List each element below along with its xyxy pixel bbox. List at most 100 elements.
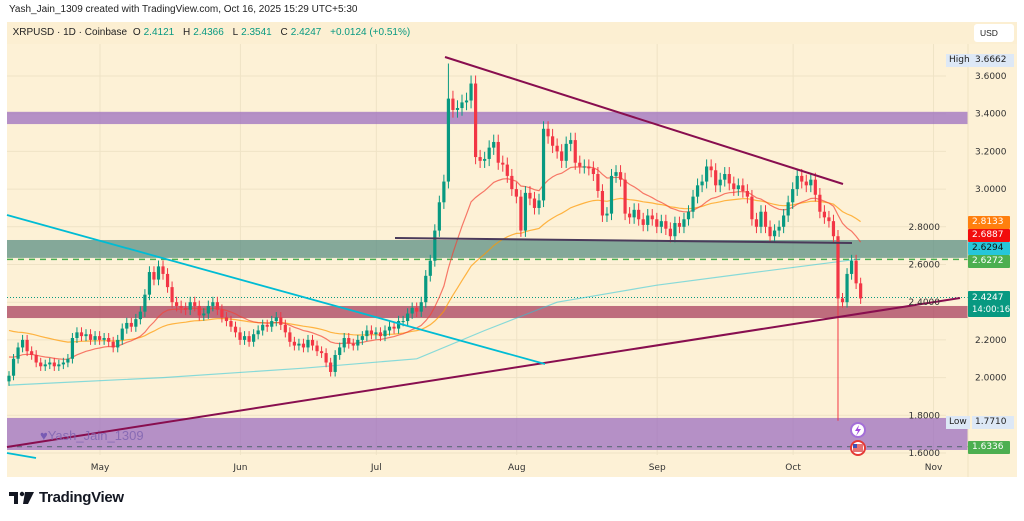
candle (319, 346, 324, 358)
candle-body (265, 324, 269, 327)
candle (52, 357, 56, 371)
candle-body (147, 272, 152, 295)
candle-body (369, 330, 373, 335)
candle-body (555, 145, 559, 152)
price-tick-label: 2.2000 (975, 336, 1007, 346)
candle-body (646, 215, 650, 225)
candle-body (750, 196, 754, 220)
candle (70, 333, 75, 364)
candle (804, 174, 808, 193)
tradingview-logo[interactable]: TradingView (9, 489, 124, 506)
candle (569, 132, 573, 152)
candle (351, 338, 355, 351)
candle-body (57, 364, 61, 367)
candle (618, 165, 623, 187)
candle-body (777, 226, 781, 231)
candle (791, 182, 795, 209)
candle (419, 296, 423, 317)
ascending-support-trendline[interactable] (6, 297, 961, 448)
candle (324, 348, 328, 368)
candle (120, 323, 124, 345)
candle (57, 359, 61, 371)
candle-body (378, 332, 383, 337)
candle (840, 292, 845, 308)
candle-body (170, 287, 174, 303)
candle-body (818, 194, 822, 212)
candle-body (301, 343, 306, 348)
ema-slow-line (8, 197, 861, 343)
candle (478, 149, 482, 168)
candle-body (401, 321, 405, 323)
high-label: H (182, 27, 191, 38)
candle (288, 327, 292, 347)
candle (786, 195, 790, 222)
candle (519, 189, 523, 237)
ema-slow-price-tag: 2.8133 (968, 216, 1010, 229)
candle (822, 205, 826, 224)
candle-body (20, 339, 25, 348)
candle-body (578, 162, 582, 167)
candle-body (247, 336, 251, 342)
close-label: C (280, 27, 288, 38)
symbol-name[interactable]: XRPUSD · 1D · Coinbase (12, 27, 128, 38)
candle-body (455, 108, 460, 110)
candle (138, 306, 142, 325)
candle (564, 136, 568, 168)
time-axis[interactable]: May Jun Jul Aug Sep Oct Nov (91, 463, 943, 473)
candle-body (156, 266, 161, 280)
candle (134, 313, 138, 332)
candle (772, 224, 777, 243)
candle (102, 333, 106, 345)
candle-body (383, 330, 387, 337)
candle-body (233, 326, 238, 333)
ma-long-price-tag: 2.6294 (968, 242, 1010, 255)
candle (165, 268, 170, 293)
price-tick-label: 2.8000 (909, 223, 941, 233)
time-tick-label: Jul (370, 463, 382, 473)
candle (451, 90, 455, 118)
candle-body (845, 273, 849, 303)
candle-body (387, 326, 392, 331)
candle-body (215, 302, 219, 310)
candle-body (695, 185, 700, 197)
cyan-lower-line[interactable] (6, 452, 37, 459)
candle-body (84, 334, 88, 337)
candle-body (528, 192, 532, 199)
candle-body (813, 179, 817, 195)
candle-body (727, 174, 731, 184)
candle-body (754, 219, 759, 227)
candle (11, 353, 16, 381)
descending-resistance-trendline[interactable] (444, 56, 844, 185)
candle (378, 327, 383, 342)
price-tick-label: 1.6000 (909, 449, 941, 459)
candle-body (347, 338, 351, 344)
candle-body (406, 313, 410, 322)
candle (768, 220, 772, 243)
candle-body (292, 341, 296, 346)
candle (682, 212, 686, 234)
low-value: 2.3541 (241, 27, 272, 38)
candle-body (664, 221, 668, 229)
candle (315, 340, 319, 357)
candle (193, 296, 197, 312)
candle (333, 350, 337, 377)
candle-body (836, 236, 840, 299)
candle-body (446, 98, 451, 182)
cyan-descending-line[interactable] (6, 214, 546, 365)
candle-body (342, 338, 346, 348)
candle-body (460, 102, 464, 109)
candle (338, 342, 342, 360)
candle-body (48, 362, 52, 365)
candle (283, 319, 287, 338)
trendlines[interactable] (6, 56, 961, 459)
high-price-tag: 3.6662 (972, 54, 1014, 67)
event-icons[interactable] (850, 422, 866, 456)
candle (483, 151, 487, 168)
candle (501, 155, 505, 172)
candle (623, 172, 627, 221)
currency-button[interactable]: USD (974, 24, 1014, 42)
candle-body (202, 313, 206, 316)
candle (836, 230, 840, 421)
horizontal-support-line[interactable] (394, 237, 853, 244)
